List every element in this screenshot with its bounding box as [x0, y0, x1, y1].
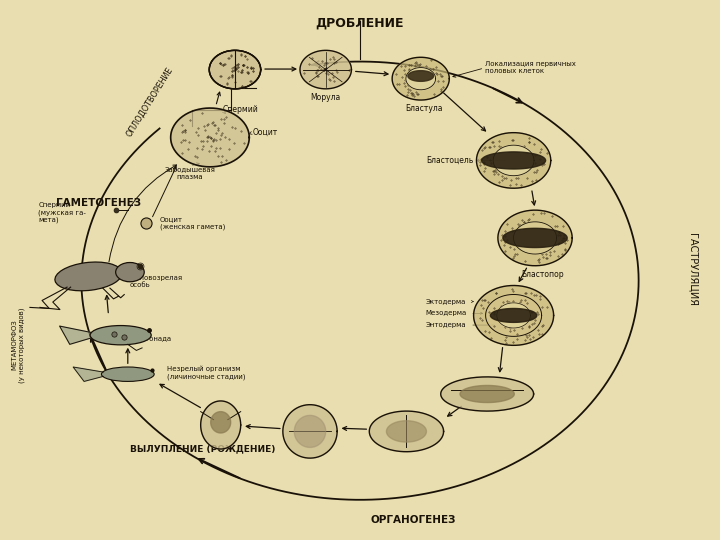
- Polygon shape: [485, 294, 541, 336]
- Polygon shape: [201, 401, 240, 449]
- Polygon shape: [493, 145, 534, 176]
- Text: Морула: Морула: [310, 93, 341, 102]
- Text: Мезодерма: Мезодерма: [426, 310, 467, 316]
- Polygon shape: [294, 415, 325, 448]
- Text: Эктодерма: Эктодерма: [426, 299, 467, 305]
- Ellipse shape: [102, 367, 154, 381]
- Text: ГАМЕТОГЕНЕЗ: ГАМЕТОГЕНЕЗ: [56, 198, 141, 208]
- Polygon shape: [392, 57, 449, 100]
- Text: ОРГАНОГЕНЕЗ: ОРГАНОГЕНЕЗ: [371, 516, 456, 525]
- Text: ОПЛОДОТВОРЕНИЕ: ОПЛОДОТВОРЕНИЕ: [124, 65, 174, 138]
- Polygon shape: [513, 222, 557, 254]
- Text: Энтодерма: Энтодерма: [426, 322, 467, 328]
- Polygon shape: [406, 68, 436, 90]
- Polygon shape: [387, 421, 426, 442]
- Polygon shape: [498, 210, 572, 266]
- Text: Ооцит
(женская гамета): Ооцит (женская гамета): [160, 216, 225, 229]
- Text: Бластула: Бластула: [405, 104, 443, 113]
- Polygon shape: [369, 411, 444, 452]
- Polygon shape: [210, 50, 261, 89]
- Polygon shape: [283, 404, 337, 458]
- Text: ВЫЛУПЛЕНИЕ (РОЖДЕНИЕ): ВЫЛУПЛЕНИЕ (РОЖДЕНИЕ): [130, 444, 276, 454]
- Polygon shape: [477, 133, 551, 188]
- Text: Бластоцель: Бластоцель: [426, 156, 474, 165]
- Text: ГАСТРУЛЯЦИЯ: ГАСТРУЛЯЦИЯ: [687, 233, 697, 307]
- Text: Зародышевая
плазма: Зародышевая плазма: [165, 167, 215, 180]
- Ellipse shape: [90, 326, 151, 345]
- Text: МЕТАМОРФОЗ
(у некоторых видов): МЕТАМОРФОЗ (у некоторых видов): [12, 307, 25, 382]
- Polygon shape: [408, 71, 433, 82]
- Text: Спермий: Спермий: [222, 105, 258, 114]
- Text: Спермий
(мужская га-
мета): Спермий (мужская га- мета): [38, 201, 86, 223]
- Polygon shape: [474, 286, 554, 346]
- Text: Гонада: Гонада: [145, 335, 172, 341]
- Text: Локализация первичных
половых клеток: Локализация первичных половых клеток: [485, 62, 576, 75]
- Polygon shape: [441, 377, 534, 411]
- Polygon shape: [497, 303, 531, 328]
- Polygon shape: [300, 50, 351, 89]
- Ellipse shape: [55, 262, 122, 291]
- Polygon shape: [490, 308, 537, 322]
- Text: Ооцит: Ооцит: [253, 128, 278, 137]
- Polygon shape: [60, 326, 91, 345]
- Polygon shape: [503, 228, 567, 247]
- Polygon shape: [460, 386, 514, 402]
- Text: Бластопор: Бластопор: [521, 270, 564, 279]
- Text: Незрелый организм
(личиночные стадии): Незрелый организм (личиночные стадии): [167, 366, 246, 380]
- Polygon shape: [171, 108, 249, 167]
- Polygon shape: [482, 152, 546, 169]
- Polygon shape: [73, 367, 104, 381]
- Text: Половозрелая
особь: Половозрелая особь: [130, 275, 182, 288]
- Polygon shape: [211, 411, 230, 433]
- Text: ДРОБЛЕНИЕ: ДРОБЛЕНИЕ: [316, 16, 404, 29]
- Ellipse shape: [116, 262, 144, 282]
